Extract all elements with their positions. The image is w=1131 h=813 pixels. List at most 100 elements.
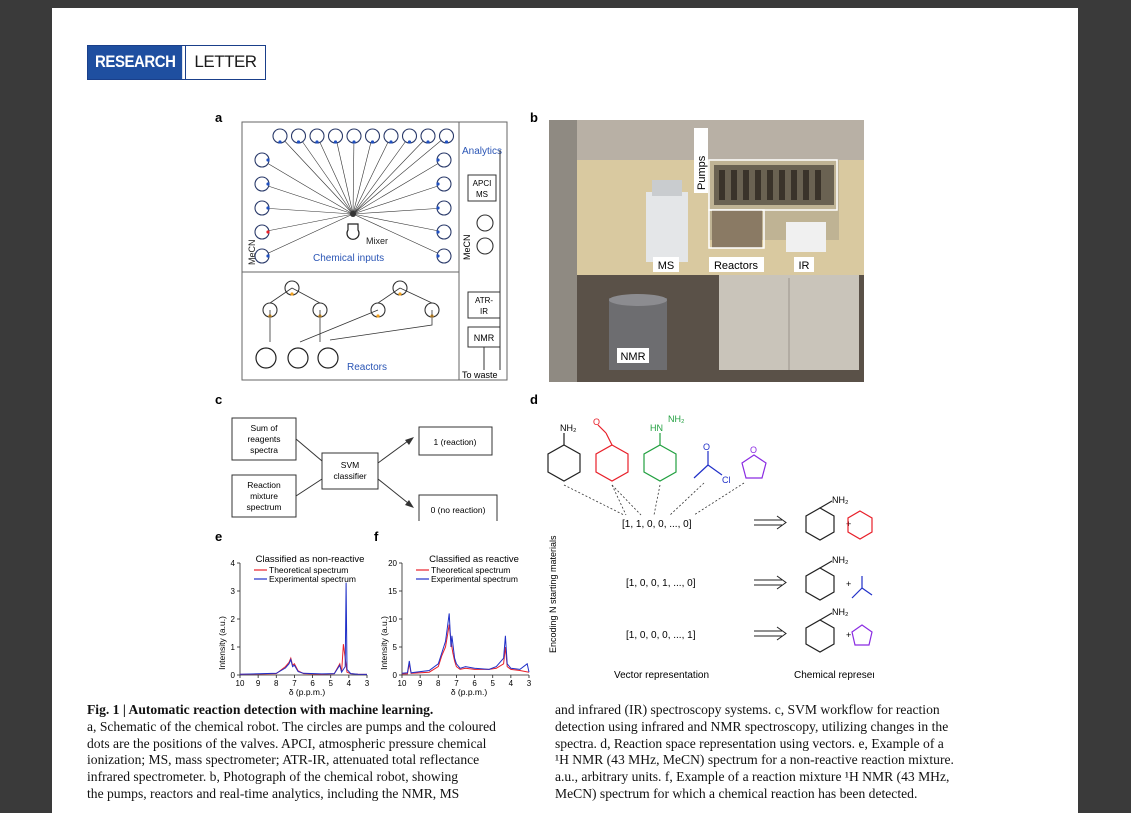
vector-representation-label: Vector representation bbox=[614, 670, 709, 681]
y-tick-label: 20 bbox=[388, 559, 397, 568]
caption-left-line-1: a, Schematic of the chemical robot. The … bbox=[87, 718, 496, 734]
chart-e-legend-theoretical: Theoretical spectrum bbox=[269, 565, 348, 575]
chart-e-title: Classified as non-reactive bbox=[256, 554, 365, 565]
photo-label-reactors: Reactors bbox=[714, 260, 759, 272]
caption-right-line-1: and infrared (IR) spectroscopy systems. … bbox=[555, 702, 940, 717]
caption-left-line-5: the pumps, reactors and real-time analyt… bbox=[87, 785, 460, 801]
rep3-nh2: NH₂ bbox=[832, 607, 849, 617]
reactors-label: Reactors bbox=[347, 362, 387, 373]
box-sum-line2: reagents bbox=[247, 434, 280, 444]
mecn-right-label: MeCN bbox=[462, 234, 472, 260]
chart-e-legend-experimental: Experimental spectrum bbox=[269, 574, 356, 584]
caption-left-line-4: infrared spectrometer. b, Photograph of … bbox=[87, 769, 459, 785]
y-tick-label: 4 bbox=[231, 559, 236, 568]
vector-row-1: [1, 1, 0, 0, ..., 0] bbox=[622, 519, 692, 530]
atr-label: ATR- bbox=[475, 296, 493, 305]
x-tick-label: 8 bbox=[436, 679, 441, 688]
panel-label-b: b bbox=[530, 110, 538, 125]
theoretical-spectrum-line bbox=[402, 624, 530, 675]
caption-right-line-2: detection using infrared and NMR spectro… bbox=[555, 718, 949, 734]
acetyl-cl: Cl bbox=[722, 475, 731, 485]
aniline-structure bbox=[547, 433, 581, 482]
experimental-spectrum-line bbox=[401, 613, 530, 674]
header-research: RESEARCH bbox=[88, 46, 183, 79]
svm-line2: classifier bbox=[333, 471, 366, 481]
rep1-plus: + bbox=[846, 519, 851, 529]
panel-label-f: f bbox=[374, 529, 379, 544]
nmr-chart-reactive: Classified as reactive Theoretical spect… bbox=[379, 554, 532, 697]
chart-f-title: Classified as reactive bbox=[429, 554, 519, 565]
chemical-inputs-label: Chemical inputs bbox=[313, 253, 384, 264]
box-sum-line1: Sum of bbox=[251, 423, 279, 433]
x-tick-label: 7 bbox=[454, 679, 459, 688]
nmr-chart-nonreactive: Classified as non-reactive Theoretical s… bbox=[217, 554, 370, 697]
encoding-ylabel: Encoding N starting materials bbox=[548, 535, 558, 653]
mixer-label: Mixer bbox=[366, 236, 388, 246]
box-mix-line3: spectrum bbox=[247, 502, 282, 512]
paper-page: RESEARCH LETTER a b c d e f Mixer Chemic… bbox=[52, 8, 1078, 813]
caption-left-line-2: dots are the positions of the valves. AP… bbox=[87, 735, 487, 751]
journal-header: RESEARCH LETTER bbox=[87, 45, 266, 80]
ms-label: MS bbox=[476, 190, 488, 199]
photo-label-nmr: NMR bbox=[620, 351, 645, 363]
chemical-representation-label: Chemical representation bbox=[794, 670, 874, 681]
rep1-nh2: NH₂ bbox=[832, 495, 849, 505]
aniline-nh2: NH₂ bbox=[560, 423, 577, 433]
reactor-flask-icon bbox=[317, 347, 339, 369]
x-tick-label: 6 bbox=[310, 679, 315, 688]
rep2-nh2: NH₂ bbox=[832, 555, 849, 565]
chart-e-ylabel: Intensity (a.u.) bbox=[217, 616, 227, 670]
x-tick-label: 9 bbox=[418, 679, 423, 688]
box-sum-line3: spectra bbox=[250, 445, 278, 455]
reactor-flask-icon bbox=[255, 347, 277, 369]
hydrazine-hn: HN bbox=[650, 423, 663, 433]
vector-row-3: [1, 0, 0, 0, ..., 1] bbox=[626, 630, 696, 641]
to-waste-label: To waste bbox=[462, 370, 498, 380]
x-tick-label: 5 bbox=[490, 679, 495, 688]
y-tick-label: 0 bbox=[393, 671, 398, 680]
photo-label-pumps: Pumps bbox=[696, 155, 708, 190]
x-tick-label: 3 bbox=[365, 679, 370, 688]
y-tick-label: 10 bbox=[388, 615, 397, 624]
y-tick-label: 5 bbox=[393, 643, 398, 652]
caption-right-line-6: MeCN) spectrum for which a chemical reac… bbox=[555, 785, 918, 801]
output-no-reaction: 0 (no reaction) bbox=[431, 505, 486, 515]
figure-title: Fig. 1 | Automatic reaction detection wi… bbox=[87, 702, 434, 717]
furan-structure bbox=[741, 454, 767, 479]
reactor-flask-icon bbox=[287, 347, 309, 369]
furan-o: O bbox=[750, 445, 757, 455]
mixer-flask-icon bbox=[346, 223, 360, 240]
caption-left-line-3: ionization; MS, mass spectrometer; ATR-I… bbox=[87, 752, 480, 768]
chart-f-xlabel: δ (p.p.m.) bbox=[451, 687, 488, 697]
chart-f-legend-experimental: Experimental spectrum bbox=[431, 574, 518, 584]
panel-label-a: a bbox=[215, 110, 223, 125]
robot-photo: Pumps MS Reactors IR NMR bbox=[549, 120, 864, 382]
box-mix-line2: mixture bbox=[250, 491, 278, 501]
mecn-left-label: MeCN bbox=[247, 239, 257, 265]
chart-f-legend-theoretical: Theoretical spectrum bbox=[431, 565, 510, 575]
x-tick-label: 5 bbox=[328, 679, 333, 688]
phenylhydrazine-structure bbox=[643, 433, 677, 482]
y-tick-label: 3 bbox=[231, 587, 236, 596]
x-tick-label: 9 bbox=[256, 679, 261, 688]
box-mix-line1: Reaction bbox=[247, 480, 281, 490]
svm-line1: SVM bbox=[341, 460, 359, 470]
header-letter: LETTER bbox=[185, 46, 265, 79]
nmr-label: NMR bbox=[474, 333, 495, 343]
caption-left: Fig. 1 | Automatic reaction detection wi… bbox=[87, 702, 557, 803]
x-tick-label: 4 bbox=[347, 679, 352, 688]
y-tick-label: 15 bbox=[388, 587, 397, 596]
experimental-spectrum-line bbox=[239, 582, 368, 675]
panel-label-e: e bbox=[215, 529, 223, 544]
analytics-label: Analytics bbox=[462, 146, 502, 157]
caption-right-line-5: a.u., arbitrary units. f, Example of a r… bbox=[555, 769, 950, 785]
panel-label-d: d bbox=[530, 392, 538, 407]
caption-right: and infrared (IR) spectroscopy systems. … bbox=[555, 702, 1025, 803]
robot-schematic: Mixer Chemical inputs MeCN Analytics APC… bbox=[241, 121, 508, 381]
reaction-space-diagram: NH₂ O HN NH₂ O Cl O [1, 1, 0, 0, ..., bbox=[547, 414, 874, 681]
x-tick-label: 4 bbox=[509, 679, 514, 688]
output-reaction: 1 (reaction) bbox=[434, 437, 477, 447]
y-tick-label: 0 bbox=[231, 671, 236, 680]
rep2-plus: + bbox=[846, 579, 851, 589]
photo-label-ir: IR bbox=[799, 260, 810, 272]
